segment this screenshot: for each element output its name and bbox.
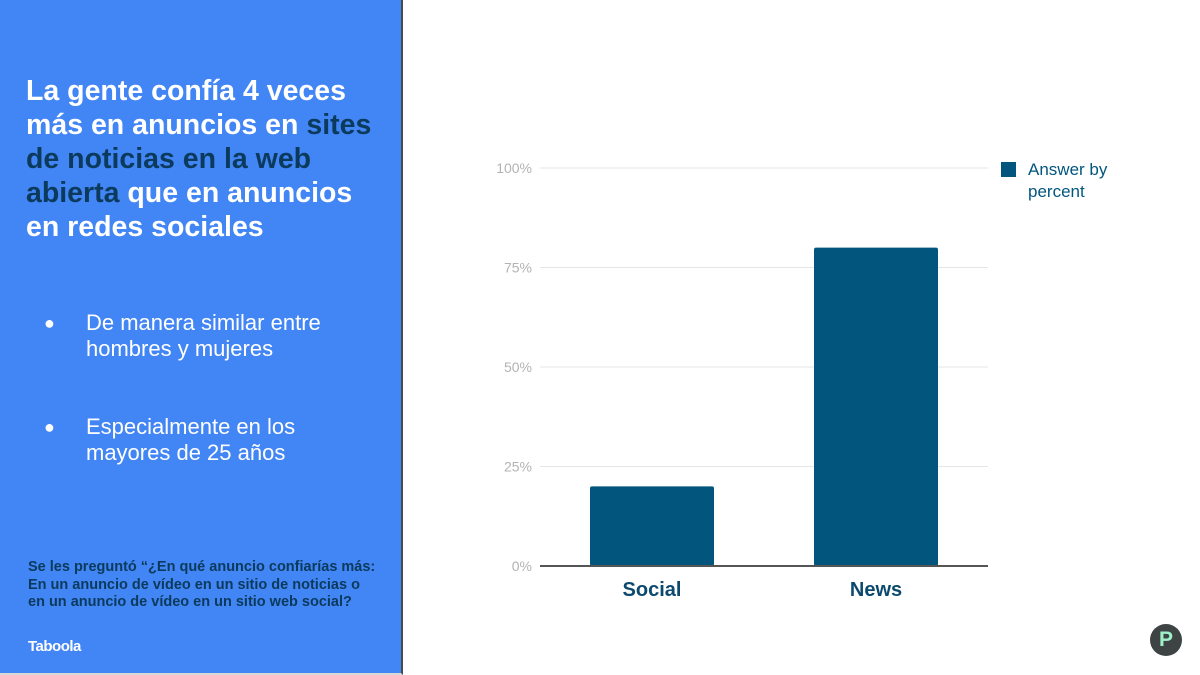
bullet-dot-icon: ● [44,313,55,333]
headline: La gente confía 4 veces más en anuncios … [26,74,386,244]
headline-highlight: sites de noticias en la web abierta [26,109,372,209]
bullet-dot-icon: ● [44,417,55,437]
bullet-text: De manera similar entre hombres y mujere… [86,310,321,361]
headline-part1: La gente confía 4 veces más en anuncios … [26,75,346,141]
bullet-item: ● Especialmente en los mayores de 25 año… [44,414,384,466]
bullet-item: ● De manera similar entre hombres y muje… [44,310,384,362]
x-tick-label: Social [623,579,682,601]
bar [590,486,714,566]
p-badge-icon[interactable]: P [1150,624,1182,656]
bullet-list: ● De manera similar entre hombres y muje… [44,310,384,466]
legend-label: Answer by percent [1028,160,1108,201]
taboola-logo: Taboola [28,638,81,655]
headline-part2: que en anuncios en redes sociales [26,177,353,243]
legend-swatch [1001,162,1016,177]
y-tick-label: 100% [496,160,532,176]
y-tick-label: 50% [504,359,532,375]
y-tick-label: 25% [504,459,532,475]
bullet-text: Especialmente en los mayores de 25 años [86,414,296,465]
y-tick-label: 75% [504,260,532,276]
y-tick-label: 0% [512,558,532,574]
left-panel: La gente confía 4 veces más en anuncios … [0,0,403,675]
survey-footnote: Se les preguntó “¿En qué anuncio confiar… [28,559,376,610]
bar-chart: 0% 25% 50% 75% 100% Social News [496,160,988,601]
bar [814,247,938,566]
x-tick-label: News [850,579,902,601]
